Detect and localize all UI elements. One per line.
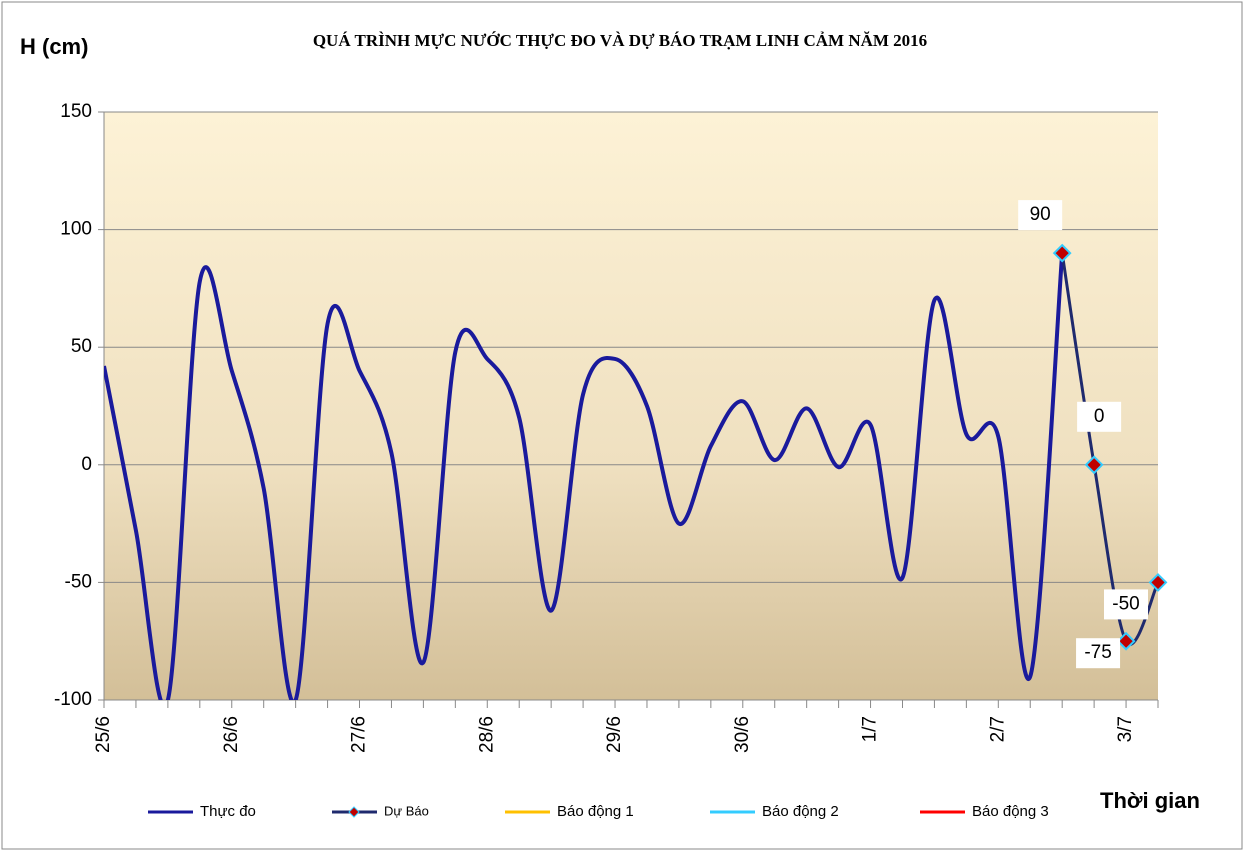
y-tick-label: -100 (54, 689, 92, 710)
y-tick-label: 50 (71, 336, 92, 357)
data-label: 0 (1094, 406, 1105, 427)
data-marker (1084, 455, 1104, 475)
legend-label: Báo động 3 (972, 803, 1049, 820)
x-tick-label: 30/6 (732, 716, 753, 753)
plot-area (104, 112, 1158, 700)
y-tick-label: -50 (65, 571, 92, 592)
y-tick-label: 100 (60, 219, 92, 240)
x-tick-label: 27/6 (349, 716, 370, 753)
y-tick-label: 0 (81, 454, 92, 475)
x-tick-label: 3/7 (1115, 716, 1136, 742)
data-marker (1148, 572, 1168, 592)
legend-label: Báo động 2 (762, 803, 839, 820)
x-tick-label: 28/6 (476, 716, 497, 753)
data-label-bg (1076, 638, 1121, 669)
y-axis-title: H (cm) (20, 34, 88, 59)
x-tick-label: 2/7 (987, 716, 1008, 742)
legend-label: Báo động 1 (557, 803, 634, 820)
data-label: 90 (1030, 204, 1051, 225)
data-marker (1116, 631, 1136, 651)
legend-label: Dự Báo (384, 803, 429, 818)
legend-label: Thực đo (200, 803, 256, 820)
x-tick-label: 1/7 (860, 716, 881, 742)
chart-title: QUÁ TRÌNH MỰC NƯỚC THỰC ĐO VÀ DỰ BÁO TRẠ… (313, 31, 927, 50)
y-tick-label: 150 (60, 101, 92, 122)
series-line (1060, 252, 1158, 646)
data-marker (1052, 243, 1072, 263)
x-tick-label: 26/6 (221, 716, 242, 753)
x-tick-label: 25/6 (93, 716, 114, 753)
data-label: -50 (1112, 593, 1139, 614)
series-line (104, 252, 1065, 700)
data-label-bg (1018, 200, 1063, 231)
x-axis-title: Thời gian (1100, 788, 1200, 813)
legend-marker (348, 806, 360, 818)
data-label-bg (1077, 401, 1122, 432)
x-tick-label: 29/6 (604, 716, 625, 753)
data-label: -75 (1084, 642, 1111, 663)
data-label-bg (1104, 589, 1148, 620)
